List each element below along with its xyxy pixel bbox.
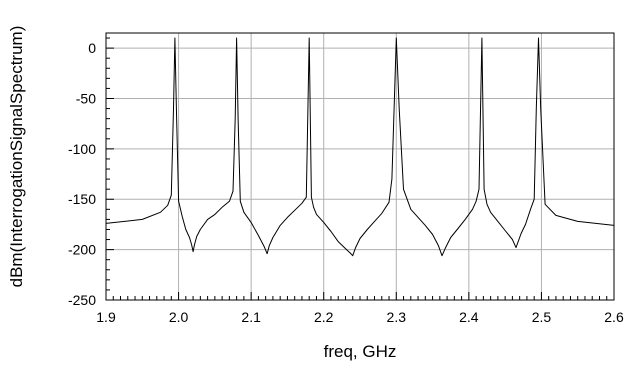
x-tick-label: 2.2 xyxy=(314,309,334,325)
y-tick-label: -250 xyxy=(68,292,96,308)
x-tick-label: 2.3 xyxy=(387,309,407,325)
tick-marks xyxy=(105,37,615,301)
series-line xyxy=(105,37,615,257)
x-tick-label: 2.0 xyxy=(169,309,189,325)
y-tick-label: -150 xyxy=(68,191,96,207)
x-tick-labels: 1.9 2.0 2.1 2.2 2.3 2.4 2.5 2.6 xyxy=(96,309,624,325)
x-tick-label: 2.6 xyxy=(604,309,624,325)
y-tick-label: -200 xyxy=(68,242,96,258)
x-tick-label: 2.5 xyxy=(532,309,552,325)
plot-frame xyxy=(105,32,615,301)
x-axis-label: freq, GHz xyxy=(324,342,397,361)
y-axis-label: dBm(InterrogationSignalSpectrum) xyxy=(7,26,26,288)
y-tick-label: 0 xyxy=(88,40,96,56)
y-tick-labels: 0 -50 -100 -150 -200 -250 xyxy=(68,40,96,308)
x-tick-label: 2.1 xyxy=(241,309,261,325)
y-tick-label: -50 xyxy=(76,90,96,106)
x-tick-label: 1.9 xyxy=(96,309,116,325)
x-tick-label: 2.4 xyxy=(459,309,479,325)
series-layer xyxy=(105,37,615,257)
y-tick-label: -100 xyxy=(68,141,96,157)
